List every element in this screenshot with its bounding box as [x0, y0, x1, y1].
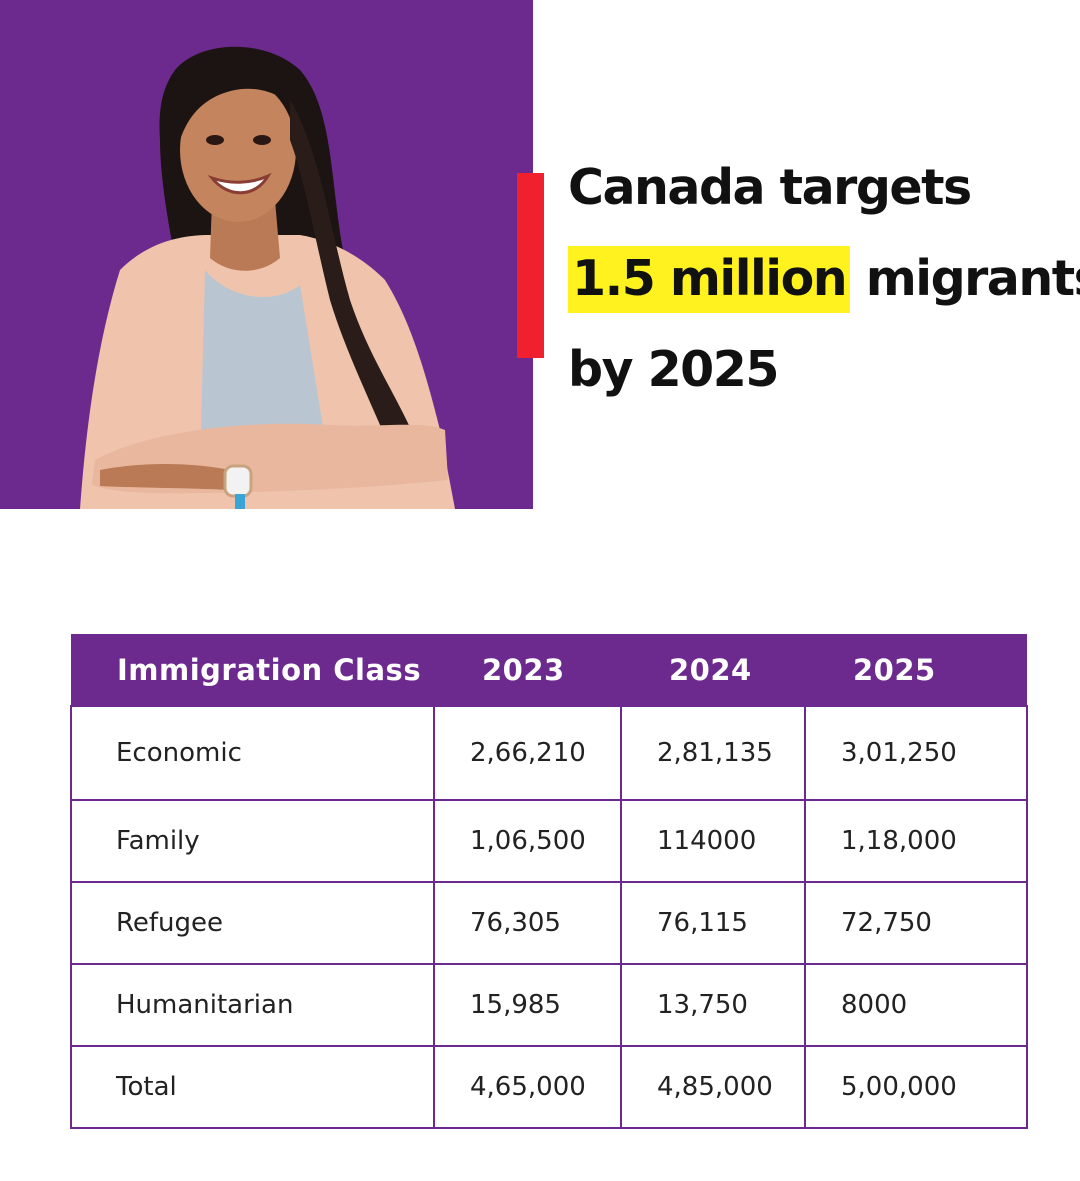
hero-photo-panel: [0, 0, 533, 509]
table-header-row: Immigration Class 2023 2024 2025: [71, 634, 1027, 706]
headline: Canada targets 1.5 million migrants by 2…: [568, 142, 1080, 415]
value-2025-cell: 8000: [804, 963, 1028, 1047]
headline-line-2: 1.5 million migrants: [568, 233, 1080, 324]
headline-highlight: 1.5 million: [568, 246, 851, 313]
immigration-targets-table: Immigration Class 2023 2024 2025 Economi…: [70, 634, 1028, 1129]
headline-line-2-rest: migrants: [850, 250, 1080, 307]
value-2023-cell: 2,66,210: [433, 705, 622, 801]
value-2025-cell: 1,18,000: [804, 799, 1028, 883]
row-class-cell: Refugee: [70, 881, 435, 965]
header-2024: 2024: [621, 634, 805, 706]
value-2024-cell: 114000: [620, 799, 806, 883]
row-class-cell: Total: [70, 1045, 435, 1129]
value-2025-cell: 3,01,250: [804, 705, 1028, 801]
table-row: Humanitarian 15,985 13,750 8000: [70, 963, 1028, 1047]
value-2024-cell: 4,85,000: [620, 1045, 806, 1129]
value-2023-cell: 4,65,000: [433, 1045, 622, 1129]
header-2023: 2023: [434, 634, 621, 706]
table-row: Refugee 76,305 76,115 72,750: [70, 881, 1028, 965]
headline-line-1: Canada targets: [568, 159, 972, 216]
value-2023-cell: 76,305: [433, 881, 622, 965]
value-2024-cell: 13,750: [620, 963, 806, 1047]
row-class-cell: Humanitarian: [70, 963, 435, 1047]
row-class-cell: Family: [70, 799, 435, 883]
row-class-cell: Economic: [70, 705, 435, 801]
table-row: Family 1,06,500 114000 1,18,000: [70, 799, 1028, 883]
value-2023-cell: 1,06,500: [433, 799, 622, 883]
value-2024-cell: 2,81,135: [620, 705, 806, 801]
value-2024-cell: 76,115: [620, 881, 806, 965]
smiling-woman-photo: [80, 46, 455, 509]
header-2025: 2025: [805, 634, 1027, 706]
header-immigration-class: Immigration Class: [71, 634, 434, 706]
value-2025-cell: 5,00,000: [804, 1045, 1028, 1129]
accent-bar: [517, 173, 544, 358]
table-row: Total 4,65,000 4,85,000 5,00,000: [70, 1045, 1028, 1129]
headline-line-3: by 2025: [568, 341, 779, 398]
value-2025-cell: 72,750: [804, 881, 1028, 965]
value-2023-cell: 15,985: [433, 963, 622, 1047]
table-row: Economic 2,66,210 2,81,135 3,01,250: [70, 705, 1028, 801]
